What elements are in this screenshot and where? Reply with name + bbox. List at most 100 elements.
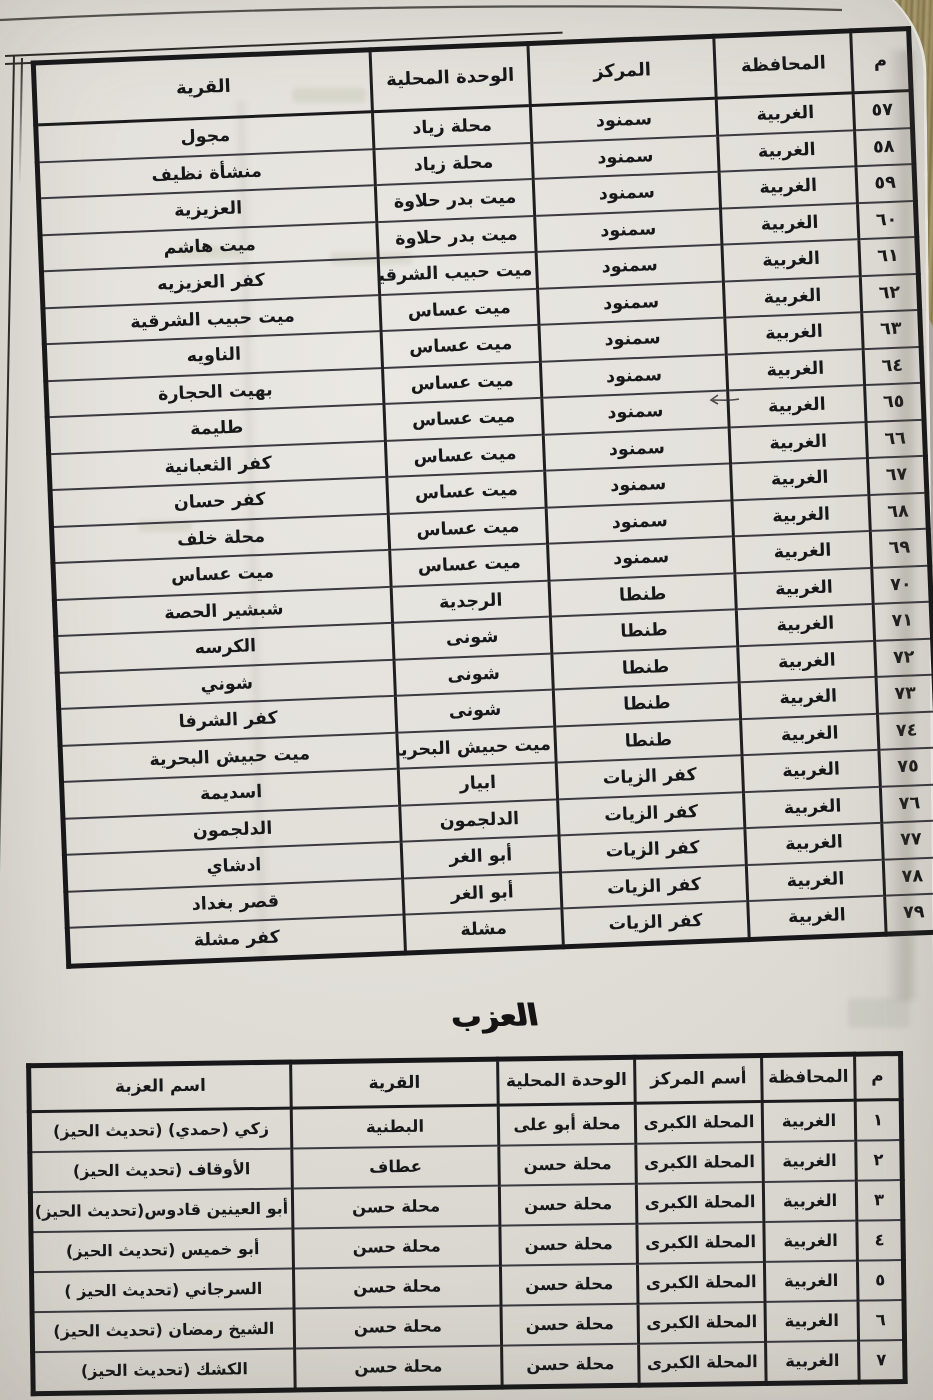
cell-local-unit: محلة حسن — [500, 1263, 639, 1306]
cell-village: عطاف — [291, 1145, 500, 1189]
cell-local-unit: محلة أبو على — [498, 1103, 636, 1146]
col-header-governorate: المحافظة — [713, 30, 854, 99]
cell-governorate: الغربية — [730, 458, 869, 500]
cell-center: المحلة الكبرى — [637, 1261, 765, 1304]
cell-local-unit: محلة حسن — [501, 1303, 639, 1346]
col-header-hamlet: اسم العزبة — [28, 1062, 292, 1112]
cell-local-unit: الرجدية — [391, 580, 551, 623]
hamlets-table: م المحافظة أسم المركز الوحدة المحلية الق… — [26, 1051, 908, 1397]
cell-governorate: الغربية — [763, 1180, 857, 1222]
cell-village: محلة حسن — [292, 1185, 500, 1229]
cell-local-unit: ميت عساس — [385, 434, 545, 477]
cell-local-unit: محلة حسن — [501, 1343, 640, 1388]
cell-governorate: الغربية — [764, 1260, 858, 1302]
cell-hamlet: أبو خميس (تحديث الحيز) — [30, 1228, 294, 1273]
cell-village: محلة حسن — [292, 1225, 501, 1269]
cell-center: المحلة الكبرى — [636, 1221, 765, 1264]
cell-serial: ٥ — [857, 1260, 904, 1301]
ink-bleed-smudge — [292, 88, 366, 103]
cell-village: محلة حسن — [294, 1305, 502, 1349]
ink-bleed-smudge — [848, 998, 910, 1028]
cell-serial: ٢ — [855, 1140, 903, 1181]
cell-governorate: الغربية — [720, 202, 859, 245]
col-header-village: القرية — [290, 1059, 499, 1109]
cell-governorate: الغربية — [764, 1300, 859, 1342]
cell-governorate: الغربية — [747, 895, 887, 940]
cell-governorate: الغربية — [736, 603, 875, 646]
cell-local-unit: شونى — [393, 653, 554, 696]
cell-local-unit: أبو الغر — [402, 871, 562, 915]
cell-hamlet: السرجاني (تحديث الحيز ) — [31, 1268, 295, 1313]
cell-governorate: الغربية — [719, 166, 858, 209]
cell-village: محلة حسن — [294, 1345, 503, 1391]
cell-local-unit: مشلة — [403, 908, 564, 953]
pen-arrow-icon — [709, 394, 740, 405]
cell-center: المحلة الكبرى — [635, 1101, 763, 1144]
cell-governorate: الغربية — [726, 348, 865, 391]
cell-local-unit: ميت عساس — [388, 507, 548, 550]
cell-local-unit: ميت بدر حلاوة — [375, 178, 535, 222]
cell-center: المحلة الكبرى — [638, 1301, 766, 1344]
cell-local-unit: محلة زياد — [373, 142, 534, 186]
cell-governorate: الغربية — [737, 640, 877, 683]
col-header-local-unit: الوحدة المحلية — [370, 43, 531, 112]
cell-local-unit: شونى — [395, 689, 555, 733]
cell-governorate: الغربية — [743, 786, 882, 829]
cell-center: المحلة الكبرى — [636, 1181, 764, 1224]
col-header-center: أسم المركز — [634, 1055, 763, 1104]
cell-governorate: الغربية — [741, 749, 881, 792]
cell-governorate: الغربية — [727, 385, 866, 427]
cell-local-unit: ميت عساس — [383, 397, 544, 441]
cell-local-unit: ابيار — [398, 762, 558, 806]
ink-bleed-smudge — [138, 520, 192, 532]
cell-local-unit: محلة حسن — [499, 1183, 637, 1226]
cell-hamlet: الأوقاف (تحديث الحيز) — [29, 1148, 293, 1193]
cell-hamlet: الكشك (تحديث الحيز) — [32, 1348, 296, 1394]
col-header-center: المركز — [527, 36, 717, 106]
cell-center: كفر الزيات — [561, 901, 750, 947]
cell-hamlet: أبو العينين قادوس(تحديث الحيز) — [30, 1188, 293, 1233]
col-header-local-unit: الوحدة المحلية — [497, 1057, 636, 1106]
cell-governorate: الغربية — [739, 676, 878, 719]
cell-local-unit: ميت حبيش البحرية — [396, 726, 557, 769]
cell-center: المحلة الكبرى — [638, 1341, 767, 1386]
cell-serial: ١ — [855, 1099, 902, 1141]
cell-hamlet: زكي (حمدي) (تحديث الحيز) — [29, 1108, 292, 1153]
cell-local-unit: محلة حسن — [498, 1143, 637, 1186]
cell-governorate: الغربية — [762, 1100, 856, 1142]
cell-local-unit: ميت عساس — [381, 324, 541, 368]
cell-local-unit: ميت بدر حلاوة — [376, 215, 537, 259]
cell-center: المحلة الكبرى — [635, 1141, 764, 1184]
cell-governorate: الغربية — [733, 530, 872, 573]
cell-governorate: الغربية — [763, 1220, 858, 1262]
cell-local-unit: ميت عساس — [389, 543, 549, 587]
ink-bleed-smudge — [330, 252, 412, 265]
cell-governorate: الغربية — [729, 421, 868, 464]
cell-governorate: الغربية — [746, 859, 885, 902]
cell-serial: ٣ — [856, 1180, 903, 1221]
col-header-governorate: المحافظة — [761, 1054, 856, 1102]
cell-local-unit: شونى — [392, 616, 552, 660]
cell-serial: ٦ — [857, 1300, 905, 1341]
cell-local-unit: ميت عساس — [382, 361, 542, 404]
cell-local-unit: ميت حبيب الشرقية — [378, 251, 538, 295]
cell-governorate: الغربية — [717, 129, 856, 172]
cell-local-unit: محلة زياد — [372, 105, 532, 149]
cell-local-unit: محلة حسن — [499, 1223, 638, 1266]
cell-governorate: الغربية — [734, 567, 874, 610]
cell-governorate: الغربية — [744, 822, 884, 865]
cell-serial: ٤ — [856, 1220, 904, 1261]
cell-governorate: الغربية — [765, 1340, 860, 1384]
cell-village: محلة حسن — [293, 1265, 502, 1309]
cell-governorate: الغربية — [721, 239, 861, 282]
villages-table: م المحافظة المركز الوحدة المحلية القرية … — [30, 26, 933, 969]
cell-governorate: الغربية — [762, 1140, 857, 1182]
cell-village: البطنية — [291, 1105, 499, 1149]
cell-local-unit: الدلجمون — [399, 798, 560, 842]
cell-governorate: الغربية — [731, 494, 871, 537]
cell-governorate: الغربية — [716, 92, 855, 136]
cell-governorate: الغربية — [740, 713, 879, 756]
section-title: العزب — [447, 998, 541, 1035]
cell-local-unit: أبو الغر — [401, 835, 561, 879]
